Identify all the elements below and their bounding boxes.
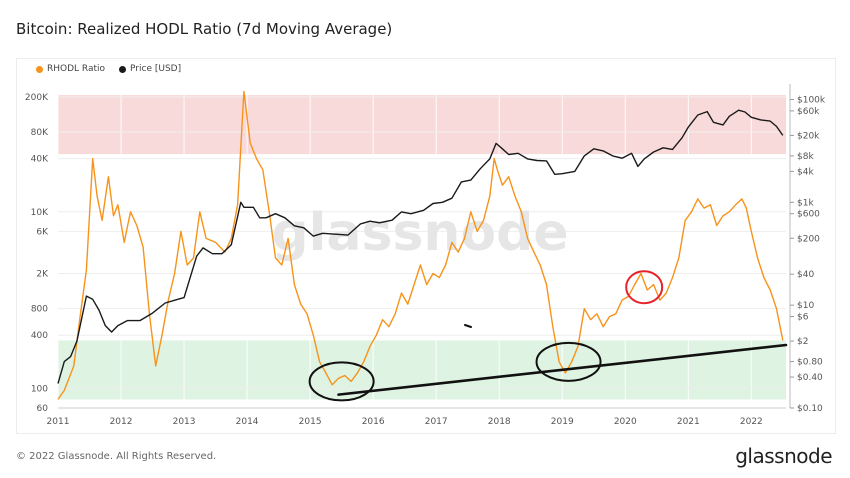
right-tick-label: $10 — [797, 301, 814, 311]
x-axis: 2011 2012 2013 2014 2015 2016 2017 2018 2019 2020… — [47, 407, 786, 427]
chart-title: Bitcoin: Realized HODL Ratio (7d Moving … — [16, 20, 393, 38]
band-zone-1 — [58, 340, 786, 400]
left-tick-label: 6K — [36, 227, 49, 237]
right-tick-label: $0.40 — [797, 373, 823, 383]
legend-dot-rhodl — [36, 65, 43, 73]
x-tick-label: 2011 — [47, 417, 70, 427]
grid-layer — [57, 84, 786, 409]
legend-label-rhodl: RHODL Ratio — [47, 64, 106, 74]
left-tick-label: 10K — [31, 208, 49, 218]
legend-dot-price — [119, 65, 127, 73]
right-tick-label: $0.10 — [797, 404, 823, 414]
right-tick-label: $200 — [797, 234, 820, 244]
series-layer — [57, 90, 784, 400]
right-tick-label: $1k — [797, 198, 814, 208]
right-axis: $100k $60k $20k $8k $4k $1k $600 $200 $40 $10 $6 $2… — [789, 84, 826, 414]
band-layer — [58, 95, 786, 400]
band-zone-0 — [58, 95, 786, 155]
copyright-footer: © 2022 Glassnode. All Rights Reserved. — [16, 451, 217, 462]
left-tick-label: 40K — [31, 155, 49, 165]
glassnode-logo: glassnode — [735, 444, 832, 468]
x-tick-label: 2014 — [236, 417, 259, 427]
right-tick-label: $60k — [797, 107, 820, 117]
left-tick-label: 60 — [37, 404, 49, 414]
left-axis: 200K 80K 40K 10K 6K 2K 800 400 100 60 — [25, 93, 49, 414]
right-tick-label: $600 — [797, 210, 820, 220]
x-tick-label: 2021 — [677, 417, 700, 427]
x-tick-label: 2020 — [614, 417, 637, 427]
rhodl-ratio-line — [57, 90, 784, 400]
circle-annotation-black — [535, 341, 602, 382]
trendline-annotation — [337, 343, 788, 396]
right-tick-label: $100k — [797, 95, 826, 105]
legend-item-price[interactable]: Price [USD] — [119, 64, 181, 74]
right-tick-label: $6 — [797, 313, 809, 323]
right-tick-label: $40 — [797, 270, 814, 280]
left-tick-label: 80K — [31, 128, 49, 138]
right-tick-label: $20k — [797, 131, 820, 141]
stray-mark — [464, 324, 472, 328]
right-tick-label: $0.80 — [797, 358, 823, 368]
left-tick-label: 2K — [36, 270, 49, 280]
x-tick-label: 2012 — [110, 417, 133, 427]
x-tick-label: 2019 — [551, 417, 574, 427]
x-tick-label: 2013 — [173, 417, 196, 427]
watermark-text: glassnode — [271, 203, 568, 263]
chart-legend: RHODL Ratio Price [USD] — [36, 64, 181, 74]
annotation-layer — [308, 270, 788, 402]
x-tick-label: 2018 — [488, 417, 511, 427]
right-tick-label: $4k — [797, 167, 814, 177]
right-tick-label: $8k — [797, 152, 814, 162]
price-line — [57, 109, 784, 384]
left-tick-label: 400 — [31, 331, 48, 341]
x-tick-label: 2017 — [425, 417, 448, 427]
left-tick-label: 200K — [25, 93, 49, 103]
left-tick-label: 800 — [31, 305, 48, 315]
circle-annotation-black — [308, 361, 375, 402]
left-tick-label: 100 — [31, 384, 48, 394]
x-tick-label: 2016 — [362, 417, 385, 427]
circle-annotation-red — [625, 270, 664, 305]
legend-label-price: Price [USD] — [130, 64, 182, 74]
legend-item-rhodl[interactable]: RHODL Ratio — [36, 64, 105, 74]
x-tick-label: 2015 — [299, 417, 322, 427]
right-tick-label: $2 — [797, 337, 808, 347]
x-tick-label: 2022 — [740, 417, 763, 427]
